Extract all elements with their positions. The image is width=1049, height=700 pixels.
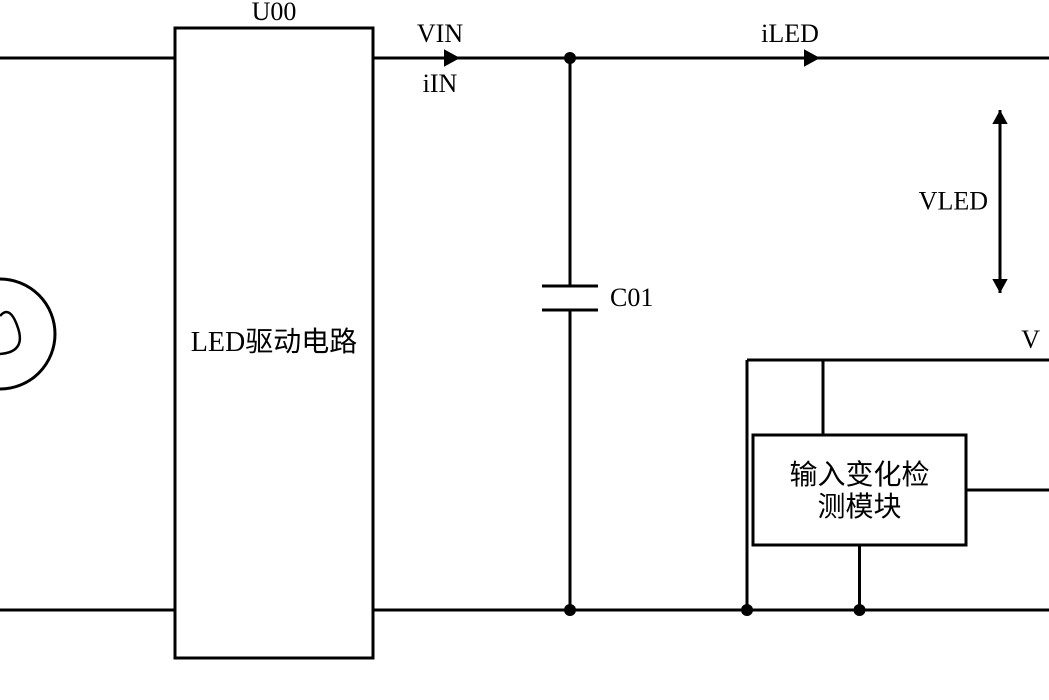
svg-text:iLED: iLED [761,19,819,48]
circuit-diagram: LED驱动电路 U00 VIN iIN iLED C01 VLED 输入变化检测模块 V [0,0,1049,700]
svg-text:U00: U00 [252,0,297,26]
svg-text:V: V [1021,325,1040,354]
svg-text:测模块: 测模块 [817,491,901,523]
svg-text:C01: C01 [610,283,653,312]
ac-source-partial [0,279,55,389]
svg-text:输入变化检: 输入变化检 [789,459,929,491]
svg-text:VLED: VLED [919,187,988,216]
svg-text:LED驱动电路: LED驱动电路 [191,326,357,358]
svg-text:VIN: VIN [417,19,463,48]
svg-text:iIN: iIN [423,69,458,98]
